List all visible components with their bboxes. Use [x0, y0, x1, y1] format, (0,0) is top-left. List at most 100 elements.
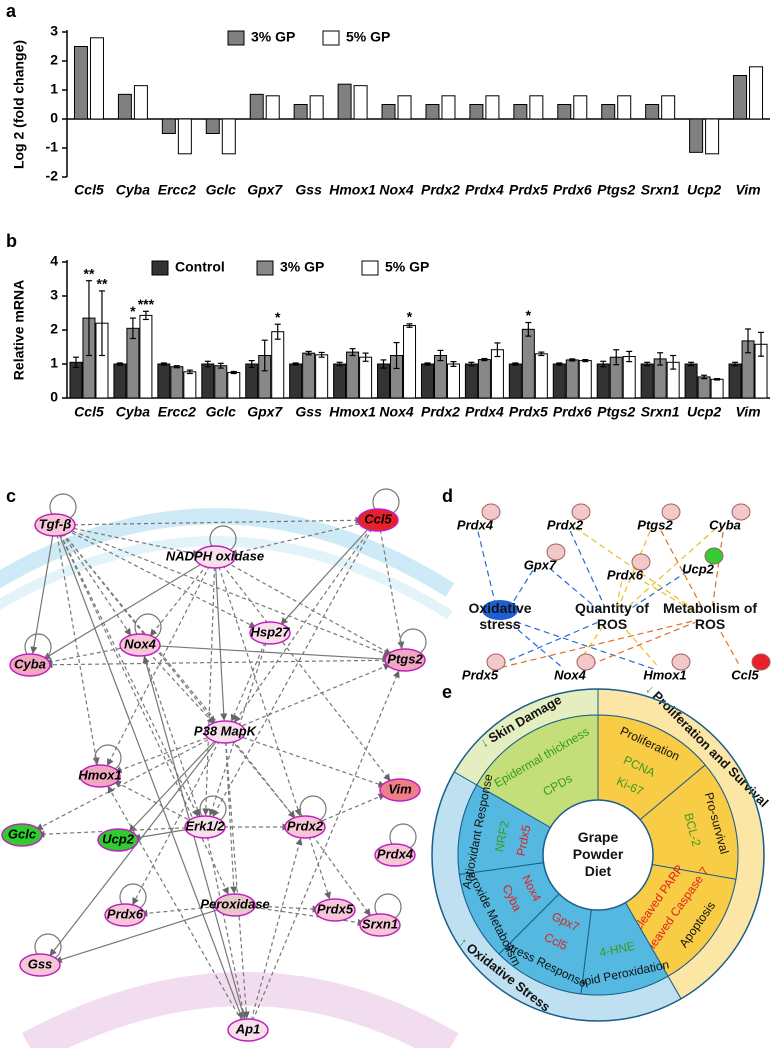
error-bar	[72, 356, 79, 368]
marker-label: NRF2	[492, 819, 512, 853]
legend-label: 5% GP	[385, 259, 429, 275]
node-shape	[671, 653, 691, 671]
bar	[337, 83, 352, 120]
significance-label: *	[407, 309, 413, 325]
error-bar	[582, 358, 589, 363]
legend-label: 3% GP	[280, 259, 324, 275]
node-label: Ucp2	[102, 831, 135, 846]
error-bar	[569, 358, 576, 362]
bar	[271, 331, 285, 399]
function-node-label: Quantity of ROS	[575, 600, 649, 632]
y-tick-label: 1	[50, 81, 58, 97]
function-node-label: Oxidative stress	[468, 600, 532, 632]
error-bar	[626, 350, 633, 363]
error-bar	[512, 362, 519, 366]
node-label: Hmox1	[643, 667, 686, 682]
x-tick-label: Nox4	[379, 404, 413, 420]
error-bar	[714, 378, 721, 381]
bar	[214, 365, 228, 399]
y-tick-label: 3	[50, 23, 58, 39]
node-shape	[576, 653, 596, 671]
bar	[477, 359, 491, 399]
y-tick-label: -2	[46, 168, 59, 184]
x-tick-label: Gss	[295, 182, 322, 198]
x-tick-label: Cyba	[116, 404, 150, 420]
legend-label: 3% GP	[251, 29, 295, 45]
bar	[161, 118, 176, 134]
wheel-hub	[542, 799, 654, 911]
edge	[379, 529, 405, 649]
error-bar	[305, 350, 312, 356]
edge	[711, 531, 724, 607]
x-tick-label: Prdx2	[421, 404, 460, 420]
node-shape	[704, 547, 724, 565]
edge	[232, 739, 296, 819]
panel-label: d	[442, 486, 453, 506]
significance-label: *	[526, 307, 532, 323]
legend-swatch	[361, 260, 379, 276]
bar	[705, 118, 720, 155]
error-bar	[274, 323, 281, 340]
edge	[106, 565, 210, 767]
x-tick-label: Ercc2	[158, 182, 196, 198]
node-shape	[119, 633, 161, 657]
edge	[246, 905, 365, 926]
node-shape	[9, 653, 51, 677]
error-bar	[98, 290, 105, 357]
edge	[107, 785, 243, 1022]
edge	[206, 836, 247, 1019]
edge	[65, 528, 257, 629]
node-shape	[631, 553, 651, 571]
node-shape	[661, 503, 681, 521]
edge	[132, 740, 220, 906]
node-label: Ccl5	[731, 667, 759, 682]
x-tick-label: Hmox1	[329, 404, 376, 420]
error-bar	[186, 369, 193, 375]
bar	[617, 95, 632, 120]
bar	[565, 359, 579, 399]
bar	[469, 104, 484, 120]
node-shape	[357, 508, 399, 532]
edge	[58, 534, 244, 1020]
edge	[623, 528, 717, 611]
marker-label: Prdx5	[514, 823, 534, 857]
panel-label: e	[442, 682, 452, 702]
x-tick-label: Prdx5	[509, 404, 548, 420]
edge	[215, 566, 228, 721]
significance-label: **	[97, 276, 108, 292]
x-tick-label: Gclc	[206, 404, 237, 420]
error-bar	[217, 362, 224, 369]
node-shape	[227, 1018, 269, 1042]
node-shape	[486, 653, 506, 671]
legend-swatch	[151, 260, 169, 276]
edge	[250, 837, 303, 1021]
error-bar	[129, 317, 136, 340]
y-tick-label: 0	[50, 110, 58, 126]
node-label: Prdx2	[547, 517, 584, 532]
y-tick-label: -1	[46, 139, 59, 155]
x-tick-label: Srxn1	[641, 182, 680, 198]
x-tick-label: Ptgs2	[597, 182, 635, 198]
error-bar	[318, 351, 325, 358]
x-tick-label: Ccl5	[74, 182, 104, 198]
node-label: Nox4	[124, 636, 157, 651]
edge	[225, 741, 238, 894]
edge	[113, 780, 195, 824]
edge	[133, 827, 194, 841]
bar	[728, 363, 742, 399]
wheel-center-label: Grape Powder Diet	[572, 829, 624, 879]
edge	[718, 627, 739, 664]
node-shape	[359, 913, 401, 937]
error-bar	[613, 349, 620, 366]
edge	[45, 659, 394, 669]
bar	[640, 363, 654, 399]
edge	[65, 528, 391, 657]
error-bar	[758, 331, 765, 357]
x-tick-label: Gclc	[206, 182, 237, 198]
membrane-arc	[0, 508, 455, 597]
node-shape	[184, 815, 226, 839]
error-bar	[745, 328, 752, 354]
edge	[143, 654, 201, 817]
